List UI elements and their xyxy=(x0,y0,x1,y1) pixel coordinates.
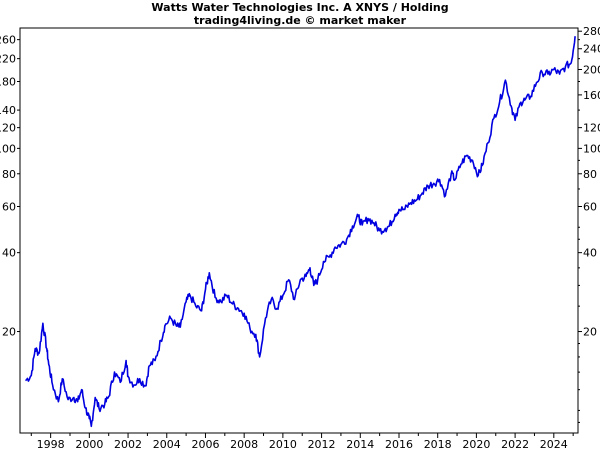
y-right-tick-label: 160 xyxy=(583,89,600,102)
x-tick-label: 2006 xyxy=(191,438,219,450)
x-tick-label: 2000 xyxy=(75,438,103,450)
x-tick-label: 2008 xyxy=(230,438,258,450)
x-tick-label: 2014 xyxy=(346,438,374,450)
y-left-tick-label: 60 xyxy=(2,201,16,214)
x-tick-label: 2012 xyxy=(308,438,336,450)
y-right-tick-label: 40 xyxy=(583,247,597,260)
x-tick-label: 2016 xyxy=(385,438,413,450)
y-right-tick-label: 280 xyxy=(583,25,600,38)
x-tick-label: 2022 xyxy=(501,438,529,450)
chart-title: Watts Water Technologies Inc. A XNYS / H… xyxy=(151,1,448,14)
y-right-tick-label: 120 xyxy=(583,122,600,135)
plot-frame xyxy=(19,27,579,434)
y-right-tick-label: 80 xyxy=(583,168,597,181)
y-left-tick-label: 20 xyxy=(2,326,16,339)
x-tick-label: 2004 xyxy=(153,438,181,450)
y-left-tick-label: 180 xyxy=(0,75,16,88)
y-axis-right: 20 40 60 80 100 120 160 200 240 280 xyxy=(578,25,600,423)
y-left-tick-label: 100 xyxy=(0,142,16,155)
y-right-tick-label: 100 xyxy=(583,142,600,155)
y-right-tick-label: 200 xyxy=(583,63,600,76)
x-tick-label: 2002 xyxy=(114,438,142,450)
x-tick-label: 1998 xyxy=(37,438,65,450)
y-left-tick-label: 40 xyxy=(2,247,16,260)
x-tick-label: 2018 xyxy=(424,438,452,450)
y-left-tick-label: 260 xyxy=(0,34,16,47)
x-axis: 1998 2000 2002 2004 2006 2008 2010 2012 2014 2016… xyxy=(30,433,574,450)
y-left-tick-label: 220 xyxy=(0,53,16,66)
y-right-tick-label: 240 xyxy=(583,43,600,56)
y-right-tick-label: 60 xyxy=(583,201,597,214)
x-tick-label: 2010 xyxy=(269,438,297,450)
y-right-tick-label: 20 xyxy=(583,326,597,339)
price-series-line xyxy=(25,36,576,428)
y-left-tick-label: 120 xyxy=(0,122,16,135)
chart-subtitle: trading4living.de © market maker xyxy=(194,14,407,27)
x-tick-label: 2024 xyxy=(540,438,568,450)
x-tick-label: 2020 xyxy=(462,438,490,450)
y-axis-left: 20 40 60 80 100 120 140 180 220 260 xyxy=(0,34,20,339)
y-left-tick-label: 140 xyxy=(0,104,16,117)
y-left-tick-label: 80 xyxy=(2,168,16,181)
